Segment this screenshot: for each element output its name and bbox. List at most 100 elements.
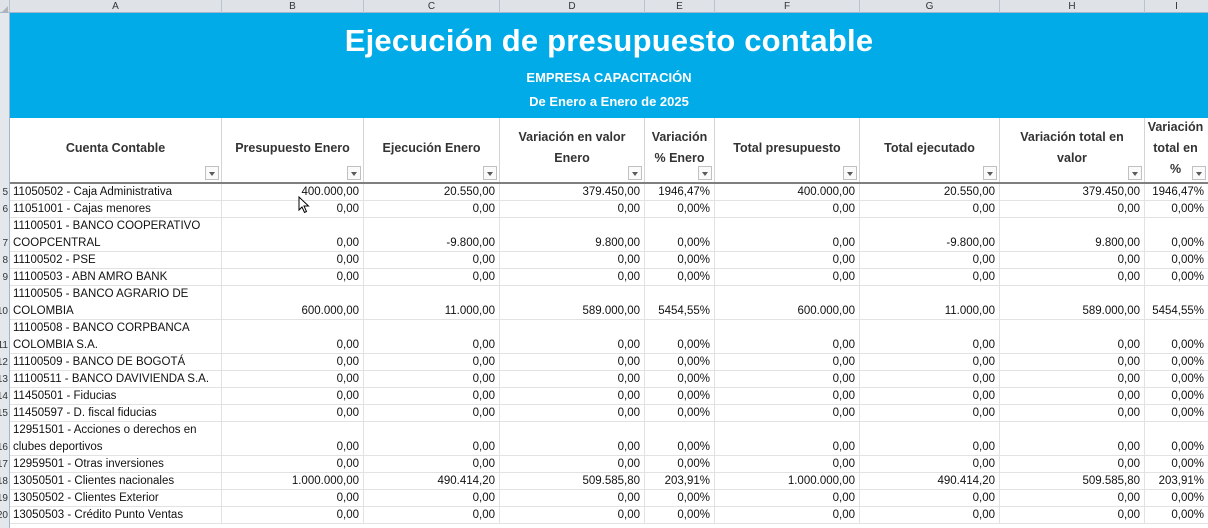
cell-cuenta-contable[interactable]: 12951501 - Acciones o derechos en clubes… bbox=[10, 422, 222, 455]
row-number[interactable]: 5 bbox=[2, 187, 8, 198]
cell-variacion-pct-enero[interactable]: 5454,55% bbox=[645, 286, 715, 319]
cell-variacion-total-pct[interactable]: 0,00% bbox=[1171, 509, 1204, 521]
cell-ejecucion-enero[interactable]: 20.550,00 bbox=[364, 184, 500, 200]
cell-variacion-total-valor[interactable]: 0,00 bbox=[1000, 422, 1145, 455]
cell-cuenta-contable[interactable]: 13050501 - Clientes nacionales bbox=[10, 473, 222, 489]
cell-variacion-total-valor[interactable]: 9.800,00 bbox=[1000, 218, 1145, 251]
cell-ejecucion-enero[interactable]: 0,00 bbox=[364, 201, 500, 217]
column-header-b[interactable]: B bbox=[222, 0, 364, 13]
row-number[interactable]: 7 bbox=[2, 238, 8, 249]
cell-total-presupuesto[interactable]: 0,00 bbox=[715, 354, 860, 370]
cell-variacion-pct-enero[interactable]: 0,00% bbox=[645, 405, 715, 421]
column-header-g[interactable]: G bbox=[860, 0, 1000, 13]
cell-variacion-total-pct[interactable]: 0,00% bbox=[1171, 458, 1204, 470]
cell-presupuesto-enero[interactable]: 0,00 bbox=[222, 320, 364, 353]
cell-variacion-total-valor[interactable]: 0,00 bbox=[1000, 405, 1145, 421]
cell-total-presupuesto[interactable]: 0,00 bbox=[715, 320, 860, 353]
cell-variacion-valor-enero[interactable]: 589.000,00 bbox=[500, 286, 645, 319]
cell-total-ejecutado[interactable]: 0,00 bbox=[860, 354, 1000, 370]
cell-variacion-total-valor[interactable]: 589.000,00 bbox=[1000, 286, 1145, 319]
cell-total-presupuesto[interactable]: 0,00 bbox=[715, 456, 860, 472]
cell-total-presupuesto[interactable]: 0,00 bbox=[715, 405, 860, 421]
cell-variacion-total-valor[interactable]: 0,00 bbox=[1000, 269, 1145, 285]
cell-variacion-total-pct[interactable]: 0,00% bbox=[1171, 390, 1204, 402]
filter-dropdown-icon[interactable] bbox=[347, 166, 361, 180]
cell-variacion-total-valor[interactable]: 0,00 bbox=[1000, 490, 1145, 506]
cell-total-ejecutado[interactable]: 0,00 bbox=[860, 388, 1000, 404]
cell-ejecucion-enero[interactable]: 0,00 bbox=[364, 422, 500, 455]
cell-ejecucion-enero[interactable]: 0,00 bbox=[364, 405, 500, 421]
cell-variacion-valor-enero[interactable]: 0,00 bbox=[500, 354, 645, 370]
row-number[interactable]: 12 bbox=[0, 357, 8, 368]
cell-cuenta-contable[interactable]: 12959501 - Otras inversiones bbox=[10, 456, 222, 472]
cell-total-ejecutado[interactable]: 0,00 bbox=[860, 320, 1000, 353]
cell-variacion-total-pct[interactable]: 1946,47% bbox=[1152, 186, 1204, 198]
cell-cuenta-contable[interactable]: 11450501 - Fiducias bbox=[10, 388, 222, 404]
row-number[interactable]: 13 bbox=[0, 374, 8, 385]
column-header-f[interactable]: F bbox=[715, 0, 860, 13]
cell-total-ejecutado[interactable]: 0,00 bbox=[860, 490, 1000, 506]
cell-presupuesto-enero[interactable]: 0,00 bbox=[222, 422, 364, 455]
cell-cuenta-contable[interactable]: 11100505 - BANCO AGRARIO DE COLOMBIA bbox=[10, 286, 222, 319]
cell-ejecucion-enero[interactable]: -9.800,00 bbox=[364, 218, 500, 251]
cell-variacion-pct-enero[interactable]: 0,00% bbox=[645, 218, 715, 251]
cell-total-presupuesto[interactable]: 0,00 bbox=[715, 252, 860, 268]
cell-ejecucion-enero[interactable]: 0,00 bbox=[364, 388, 500, 404]
cell-variacion-total-pct[interactable]: 203,91% bbox=[1158, 475, 1204, 487]
cell-variacion-valor-enero[interactable]: 0,00 bbox=[500, 422, 645, 455]
filter-dropdown-icon[interactable] bbox=[205, 166, 219, 180]
cell-total-presupuesto[interactable]: 0,00 bbox=[715, 201, 860, 217]
cell-variacion-total-pct[interactable]: 0,00% bbox=[1171, 237, 1204, 249]
cell-presupuesto-enero[interactable]: 0,00 bbox=[222, 456, 364, 472]
filter-dropdown-icon[interactable] bbox=[1128, 166, 1142, 180]
cell-total-presupuesto[interactable]: 400.000,00 bbox=[715, 184, 860, 200]
cell-variacion-total-pct[interactable]: 0,00% bbox=[1171, 492, 1204, 504]
filter-dropdown-icon[interactable] bbox=[483, 166, 497, 180]
row-number[interactable]: 14 bbox=[0, 391, 8, 402]
cell-variacion-pct-enero[interactable]: 0,00% bbox=[645, 490, 715, 506]
cell-variacion-total-valor[interactable]: 0,00 bbox=[1000, 456, 1145, 472]
cell-presupuesto-enero[interactable]: 0,00 bbox=[222, 269, 364, 285]
cell-cuenta-contable[interactable]: 11100511 - BANCO DAVIVIENDA S.A. bbox=[10, 371, 222, 387]
row-number[interactable]: 9 bbox=[2, 272, 8, 283]
cell-variacion-valor-enero[interactable]: 509.585,80 bbox=[500, 473, 645, 489]
cell-variacion-total-pct[interactable]: 0,00% bbox=[1171, 373, 1204, 385]
cell-variacion-pct-enero[interactable]: 0,00% bbox=[645, 456, 715, 472]
cell-variacion-total-pct[interactable]: 0,00% bbox=[1171, 203, 1204, 215]
cell-variacion-valor-enero[interactable]: 0,00 bbox=[500, 456, 645, 472]
column-header-d[interactable]: D bbox=[500, 0, 645, 13]
cell-variacion-pct-enero[interactable]: 1946,47% bbox=[645, 184, 715, 200]
column-header-e[interactable]: E bbox=[645, 0, 715, 13]
cell-total-ejecutado[interactable]: 20.550,00 bbox=[860, 184, 1000, 200]
row-number[interactable]: 19 bbox=[0, 493, 8, 504]
cell-variacion-valor-enero[interactable]: 0,00 bbox=[500, 371, 645, 387]
cell-total-presupuesto[interactable]: 0,00 bbox=[715, 422, 860, 455]
cell-total-presupuesto[interactable]: 600.000,00 bbox=[715, 286, 860, 319]
cell-variacion-total-valor[interactable]: 0,00 bbox=[1000, 388, 1145, 404]
cell-ejecucion-enero[interactable]: 11.000,00 bbox=[364, 286, 500, 319]
cell-ejecucion-enero[interactable]: 0,00 bbox=[364, 320, 500, 353]
cell-presupuesto-enero[interactable]: 0,00 bbox=[222, 371, 364, 387]
column-header-a[interactable]: A bbox=[10, 0, 222, 13]
cell-variacion-pct-enero[interactable]: 0,00% bbox=[645, 320, 715, 353]
cell-presupuesto-enero[interactable]: 0,00 bbox=[222, 405, 364, 421]
cell-variacion-valor-enero[interactable]: 0,00 bbox=[500, 507, 645, 523]
cell-cuenta-contable[interactable]: 11051001 - Cajas menores bbox=[10, 201, 222, 217]
row-number[interactable]: 6 bbox=[2, 204, 8, 215]
cell-ejecucion-enero[interactable]: 0,00 bbox=[364, 269, 500, 285]
cell-cuenta-contable[interactable]: 11450597 - D. fiscal fiducias bbox=[10, 405, 222, 421]
row-number[interactable]: 11 bbox=[0, 340, 8, 351]
cell-cuenta-contable[interactable]: 11100508 - BANCO CORPBANCA COLOMBIA S.A. bbox=[10, 320, 222, 353]
cell-total-ejecutado[interactable]: 490.414,20 bbox=[860, 473, 1000, 489]
cell-cuenta-contable[interactable]: 11100501 - BANCO COOPERATIVO COOPCENTRAL bbox=[10, 218, 222, 251]
cell-variacion-total-pct[interactable]: 5454,55% bbox=[1152, 305, 1204, 317]
row-number[interactable]: 17 bbox=[0, 459, 8, 470]
cell-total-presupuesto[interactable]: 0,00 bbox=[715, 388, 860, 404]
cell-variacion-pct-enero[interactable]: 0,00% bbox=[645, 371, 715, 387]
cell-variacion-total-pct[interactable]: 0,00% bbox=[1171, 441, 1204, 453]
cell-presupuesto-enero[interactable]: 1.000.000,00 bbox=[222, 473, 364, 489]
cell-total-ejecutado[interactable]: 0,00 bbox=[860, 252, 1000, 268]
cell-ejecucion-enero[interactable]: 0,00 bbox=[364, 490, 500, 506]
cell-variacion-total-valor[interactable]: 0,00 bbox=[1000, 252, 1145, 268]
cell-variacion-total-valor[interactable]: 0,00 bbox=[1000, 354, 1145, 370]
